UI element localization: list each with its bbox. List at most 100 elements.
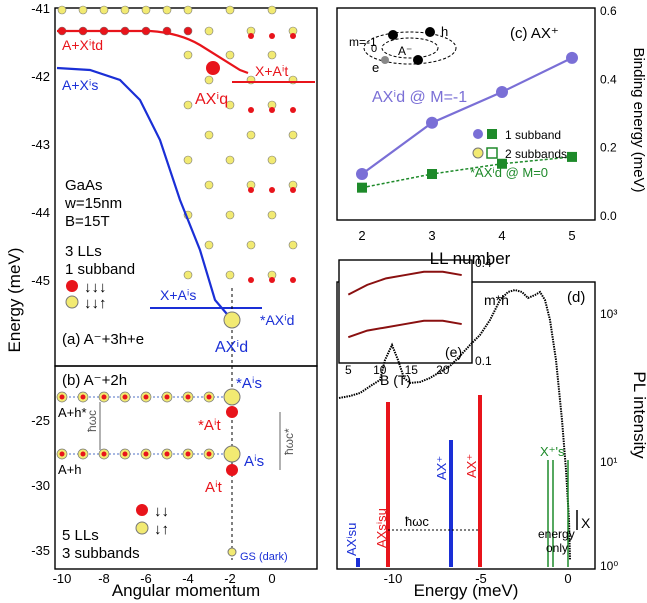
state-dot-core [206,451,212,457]
state-dot [246,240,256,250]
point-m0 [427,169,437,179]
state-dot [248,107,254,113]
state-dot [290,107,296,113]
at-dot [226,464,238,476]
state-dot [288,240,298,250]
ann-m0: *AXⁱd @ M=0 [470,165,548,180]
ann-a-h: A+h [58,462,82,477]
sample-line-3: B=15T [65,213,110,230]
state-dot [290,33,296,39]
config-a-2: 1 subband [65,261,135,278]
state-dot-core [80,394,86,400]
ann-hw-star: ħωc* [282,428,296,455]
state-dot [120,5,130,15]
state-dot [248,187,254,193]
state-dot [248,33,254,39]
legend-c1-square [487,129,497,139]
mass-curve-1 [347,319,462,339]
ytick-a: -43 [31,137,50,152]
ytick-e: 0.1 [475,354,492,368]
config-b-2: 3 subbands [62,545,140,562]
panel-c-ylabel: Binding energy (meV) [630,47,647,192]
ytick-a: -45 [31,273,50,288]
state-dot [269,277,275,283]
ann-a-xtd: A+Xⁱtd [62,37,103,53]
xtick-d: -5 [475,571,487,586]
state-dot [225,50,235,60]
state-dot [204,180,214,190]
config-a-1: 3 LLs [65,243,102,260]
ytick-1e1: 10¹ [600,455,617,469]
as-star-dot [223,388,241,406]
point-m1 [496,86,508,98]
state-dot-core [164,451,170,457]
state-dot [290,277,296,283]
point-m1 [566,51,578,64]
state-dot [141,5,151,15]
ax-d-dot [223,311,241,329]
series-m0-line [361,156,573,189]
state-dot-core [206,394,212,400]
panel-d-label: (d) [567,289,585,306]
state-dot [225,5,235,15]
ytick-a: -44 [31,205,50,220]
state-dot-core [59,394,65,400]
ann-hw: ħωc [85,410,99,432]
panel-e-label: (e) [445,344,462,360]
xtick-c: 2 [358,228,365,243]
legend-c2: 2 subbands [505,147,567,161]
legend-a-red: ↓↓↓ [84,279,107,296]
ytick-c: 0.6 [600,4,617,18]
pd-yticks: 10³ 10¹ 10⁰ [600,307,618,573]
xtick-ab: 0 [268,571,275,586]
state-dot [204,240,214,250]
state-dot [183,5,193,15]
ann-x-as: X+Aⁱs [160,287,196,303]
state-dot [225,210,235,220]
ann-as: Aⁱs [244,453,264,470]
state-dot-core [80,451,86,457]
xtick-ab: -10 [53,571,72,586]
state-dot [267,50,277,60]
inset-zero: 0 [371,43,377,55]
ytick-1e3: 10³ [600,307,617,321]
ytick-c: 0.4 [600,72,617,86]
state-dot-core [122,451,128,457]
state-dot-core [185,394,191,400]
ytick-1e0: 10⁰ [600,559,618,573]
ann-ax-su: AXⁱsu [344,523,359,556]
state-dot [269,107,275,113]
series-m1-line [361,56,573,175]
xtick-ab: -6 [140,571,152,586]
xtick-d: 0 [564,571,571,586]
legend-c1-dot [473,129,483,139]
ann-a-xs: A+Xⁱs [62,77,98,93]
state-dot [225,100,235,110]
state-dot [248,277,254,283]
as-dot [223,445,241,463]
legend-c1: 1 subband [505,128,561,142]
state-dot [225,155,235,165]
state-dot-core [101,394,107,400]
state-dot-core [143,451,149,457]
ytick-e: 0.4 [475,256,492,270]
state-dot [225,270,235,280]
point-m1 [356,168,368,180]
state-dot [183,155,193,165]
inset-m: m=-1 [349,35,377,49]
ann-m1: AXⁱd @ M=-1 [372,89,467,106]
point-m0 [497,158,507,169]
energy-only-1: energy [538,527,575,541]
state-dot-core [143,394,149,400]
panel-c-xlabel: LL number [430,249,511,268]
mass-curve-0 [347,270,462,296]
xtick-ab: -4 [182,571,194,586]
panel-c-frame [336,7,596,221]
ann-x-s: X⁺'s [540,444,565,459]
xtick-ab: -2 [224,571,236,586]
at-star-dot [226,406,238,418]
xtick-d: -10 [384,571,403,586]
legend-a-yellow: ↓↓↑ [84,295,107,312]
state-dot [288,130,298,140]
state-dot [204,130,214,140]
